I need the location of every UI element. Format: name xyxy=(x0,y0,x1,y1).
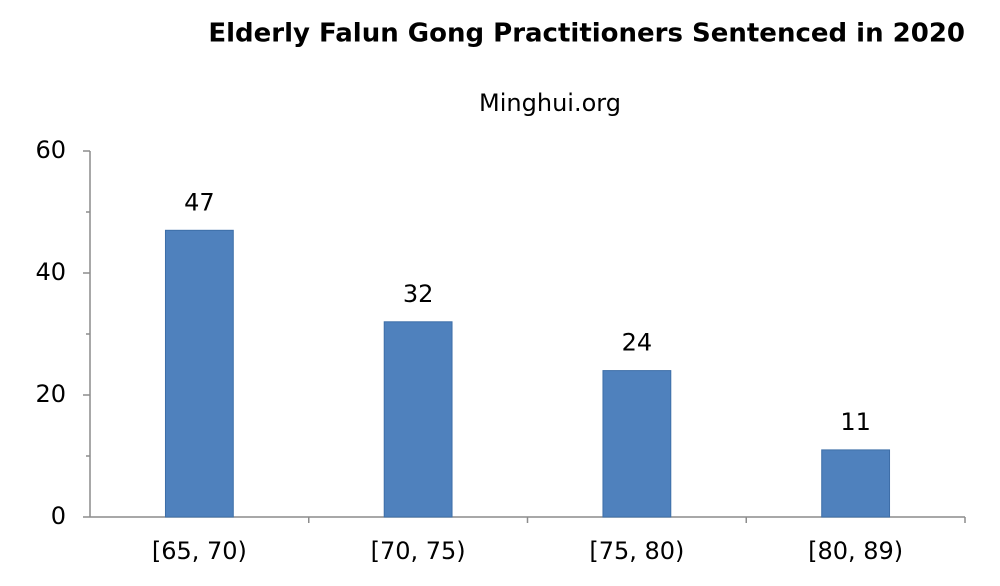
chart-subtitle: Minghui.org xyxy=(479,89,621,117)
bar xyxy=(602,370,672,518)
bar xyxy=(164,229,234,518)
data-label: 32 xyxy=(403,280,434,308)
x-tick-label: [75, 80) xyxy=(589,537,684,565)
y-tick-label: 60 xyxy=(35,136,66,164)
x-tick-label: [70, 75) xyxy=(371,537,466,565)
data-label: 24 xyxy=(622,329,653,357)
bar xyxy=(821,449,891,518)
y-tick-label: 40 xyxy=(35,258,66,286)
x-tick-label: [65, 70) xyxy=(152,537,247,565)
y-tick-label: 20 xyxy=(35,380,66,408)
y-tick-label: 0 xyxy=(51,502,66,530)
x-tick-label: [80, 89) xyxy=(808,537,903,565)
bar xyxy=(383,321,453,518)
data-label: 47 xyxy=(184,188,215,216)
data-label: 11 xyxy=(840,408,871,436)
chart-title: Elderly Falun Gong Practitioners Sentenc… xyxy=(208,19,965,49)
